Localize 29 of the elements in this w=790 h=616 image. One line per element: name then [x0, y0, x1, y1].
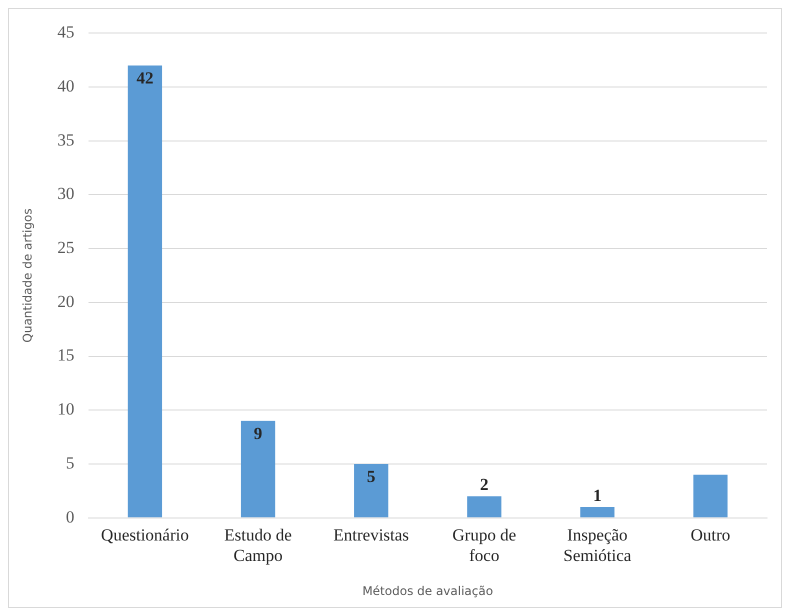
y-tick-label: 25: [57, 238, 74, 258]
bar: [693, 474, 728, 518]
y-axis-title: Quantidade de artigos: [20, 208, 34, 343]
bar: [467, 496, 502, 518]
x-tick-label: Inspeção Semiótica: [563, 525, 632, 565]
x-tick-label: Questionário: [101, 525, 189, 544]
y-tick-label: 20: [57, 292, 74, 311]
bar: [354, 464, 388, 518]
data-label: 42: [136, 68, 154, 88]
y-tick-label: 45: [57, 22, 74, 42]
x-axis-title: Métodos de avaliação: [362, 584, 494, 598]
y-tick-label: 35: [57, 130, 74, 150]
data-label: 2: [480, 475, 488, 494]
x-tick-label: Grupo de foco: [452, 525, 516, 565]
x-tick-label: Estudo de Campo: [224, 525, 292, 565]
x-tick-label: Entrevistas: [333, 525, 409, 544]
bar: [240, 420, 276, 518]
data-label: 5: [366, 466, 376, 486]
y-tick-label: 0: [66, 507, 74, 526]
y-tick-label: 40: [57, 76, 74, 96]
y-tick-label: 10: [57, 400, 74, 419]
x-tick-label: Outro: [690, 525, 730, 544]
y-tick-label: 5: [66, 453, 74, 472]
y-tick-label: 30: [57, 184, 74, 204]
bar: [580, 507, 614, 518]
y-tick-label: 15: [57, 346, 74, 365]
bar: [128, 66, 162, 518]
data-label: 9: [254, 424, 262, 443]
data-label: 1: [593, 486, 602, 505]
